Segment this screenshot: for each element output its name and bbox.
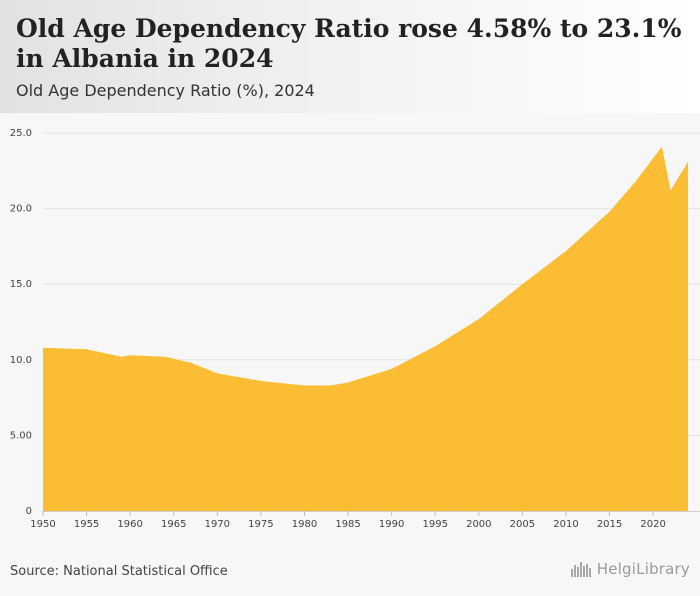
x-tick-label: 1950 (30, 519, 55, 530)
x-tick-label: 1980 (292, 519, 317, 530)
x-tick-label: 1975 (248, 519, 273, 530)
series-area-fill (43, 146, 688, 512)
x-tick-label: 2015 (597, 519, 622, 530)
helgi-library-logo[interactable]: HelgiLibrary (570, 560, 690, 578)
area-chart: 0 5.00 10.0 15.0 20.0 25.0 1950 1955 1960 1965 197… (10, 128, 700, 530)
chart-area: 0 5.00 10.0 15.0 20.0 25.0 1950 1955 1960 1965 197… (0, 113, 700, 543)
x-tick-label: 2000 (466, 519, 491, 530)
chart-title: Old Age Dependency Ratio rose 4.58% to 2… (16, 14, 682, 73)
y-tick-label: 10.0 (10, 355, 32, 366)
x-tick-label: 1965 (161, 519, 186, 530)
city-skyline-icon (570, 562, 591, 577)
x-tick-label: 1970 (205, 519, 230, 530)
source-note: Source: National Statistical Office (10, 564, 228, 579)
y-tick-label: 0 (26, 506, 32, 517)
x-tick-label: 2005 (510, 519, 535, 530)
x-tick-label: 1995 (423, 519, 448, 530)
y-tick-label: 25.0 (10, 128, 32, 139)
y-tick-label: 15.0 (10, 279, 32, 290)
y-tick-label: 5.00 (10, 430, 32, 441)
chart-subtitle: Old Age Dependency Ratio (%), 2024 (16, 81, 315, 100)
x-tick-label: 2020 (640, 519, 665, 530)
logo-text: HelgiLibrary (596, 560, 690, 578)
series-area (43, 146, 688, 512)
x-tick-label: 1960 (117, 519, 142, 530)
x-tick-label: 2010 (553, 519, 578, 530)
x-tick-label: 1955 (74, 519, 99, 530)
header: Old Age Dependency Ratio rose 4.58% to 2… (0, 0, 700, 113)
axes: 0 5.00 10.0 15.0 20.0 25.0 1950 1955 1960 1965 197… (10, 128, 700, 530)
x-tick-label: 1990 (379, 519, 404, 530)
x-tick-label: 1985 (335, 519, 360, 530)
y-tick-label: 20.0 (10, 204, 32, 215)
